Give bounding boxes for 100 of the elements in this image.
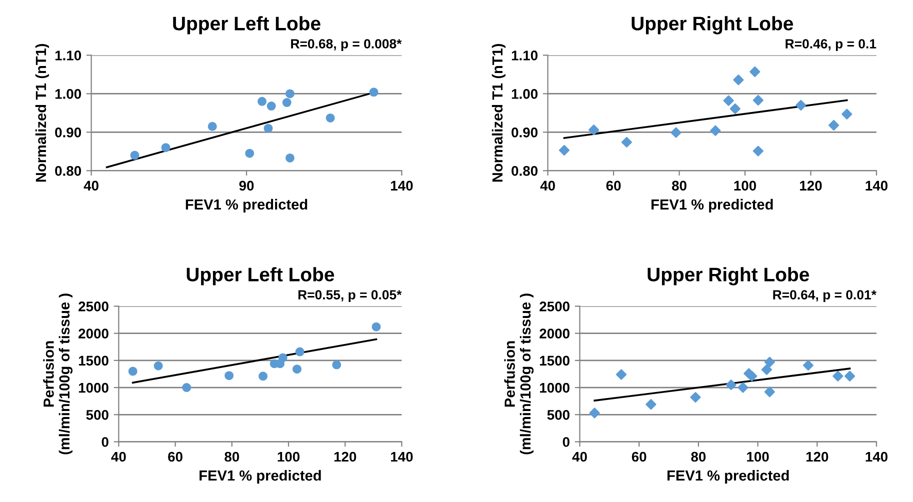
y-tick-label: 1500 [540, 356, 570, 366]
point [326, 113, 335, 122]
x-tick-label: 60 [632, 452, 646, 462]
y-tick-label: 1000 [78, 382, 108, 393]
point [245, 148, 254, 158]
point [161, 143, 170, 152]
point [616, 369, 627, 380]
point [802, 360, 814, 371]
y-axis-title: Perfusion (ml/min/100g of tissue ) [504, 294, 534, 454]
text: R=0.64, p = 0.01* [773, 290, 876, 302]
point [589, 408, 600, 418]
y-tick-label: 0.80 [512, 166, 538, 176]
x-tick-label: 60 [168, 452, 182, 462]
y-tick-label: 2500 [78, 302, 108, 312]
point [750, 66, 760, 78]
y-axis-title: Normalized T1 (nT1) [35, 44, 49, 182]
point [761, 364, 772, 375]
chart-title: Upper Left Lobe [173, 16, 320, 34]
y-tick-label: 0.80 [55, 166, 82, 176]
point [796, 100, 806, 111]
y-tick-label: 2000 [540, 328, 570, 338]
y-tick-label: 0.90 [55, 128, 82, 138]
point [285, 89, 294, 98]
point [764, 386, 775, 398]
chart-title: Upper Right Lobe [632, 16, 794, 34]
point [730, 103, 740, 114]
point [278, 353, 288, 362]
point [646, 399, 656, 410]
x-tick-label: 120 [334, 452, 356, 462]
point [588, 124, 600, 136]
x-tick-label: 140 [866, 180, 888, 191]
point [752, 146, 764, 156]
point [764, 356, 775, 368]
y-tick-label: 1500 [78, 356, 108, 366]
point [710, 125, 721, 136]
point [558, 144, 570, 156]
point [726, 380, 736, 390]
y-tick-label: 0 [562, 437, 570, 447]
point [752, 94, 764, 106]
point [258, 96, 267, 106]
chart-title: Upper Left Lobe [186, 267, 334, 286]
x-tick-label: 140 [391, 452, 413, 462]
x-tick-label: 40 [540, 180, 555, 191]
x-axis-title: FEV1 % predicted [652, 198, 773, 212]
point [264, 124, 273, 133]
x-tick-label: 80 [224, 452, 240, 462]
point [369, 88, 378, 97]
point [208, 122, 217, 131]
y-tick-label: 1.00 [512, 89, 538, 99]
x-tick-label: 100 [278, 452, 300, 462]
point [828, 120, 840, 131]
point [266, 102, 276, 111]
y-tick-label: 2500 [540, 302, 570, 312]
point [130, 150, 140, 160]
point [832, 370, 844, 382]
y-tick-label: 1.10 [512, 50, 538, 60]
point [154, 361, 163, 370]
point [285, 153, 294, 162]
x-tick-label: 100 [734, 180, 756, 191]
text: R=0.55, p = 0.05* [298, 290, 402, 302]
x-tick-label: 140 [391, 180, 413, 191]
text: R=0.68, p = 0.008* [291, 39, 402, 52]
y-tick-label: 1.00 [55, 89, 82, 99]
point [723, 95, 734, 106]
point [295, 347, 304, 356]
x-tick-label: 90 [239, 180, 254, 191]
x-tick-label: 80 [672, 180, 686, 191]
point [292, 364, 302, 374]
y-tick-label: 2000 [78, 328, 108, 338]
x-tick-label: 100 [747, 452, 769, 462]
point [733, 74, 744, 86]
point [746, 370, 758, 382]
point [224, 371, 234, 380]
point [372, 322, 381, 332]
text: R=0.46, p = 0.1 [786, 39, 876, 52]
x-tick-label: 80 [691, 452, 706, 462]
x-tick-label: 140 [866, 452, 888, 462]
x-axis-title: FEV1 % predicted [200, 470, 321, 484]
point [182, 383, 192, 392]
point [738, 382, 748, 393]
point [128, 366, 138, 376]
point [282, 98, 292, 108]
x-tick-label: 60 [606, 180, 621, 191]
y-tick-label: 500 [547, 410, 570, 420]
y-tick-label: 0 [102, 437, 108, 447]
y-axis-title: Normalized T1 (nT1) [492, 44, 506, 182]
y-axis-title: Perfusion (ml/min/100g of tissue ) [43, 294, 73, 454]
point [690, 392, 701, 403]
x-tick-label: 40 [572, 452, 587, 462]
y-tick-label: 0.90 [512, 128, 538, 138]
x-axis-title: FEV1 % predicted [186, 198, 308, 212]
point [258, 372, 268, 381]
x-tick-label: 40 [84, 180, 98, 191]
x-tick-label: 120 [800, 180, 822, 191]
point [621, 136, 632, 148]
y-tick-label: 1.10 [55, 50, 82, 60]
y-tick-label: 500 [86, 410, 108, 420]
point [844, 370, 856, 382]
x-tick-label: 120 [806, 452, 828, 462]
point [332, 360, 342, 370]
